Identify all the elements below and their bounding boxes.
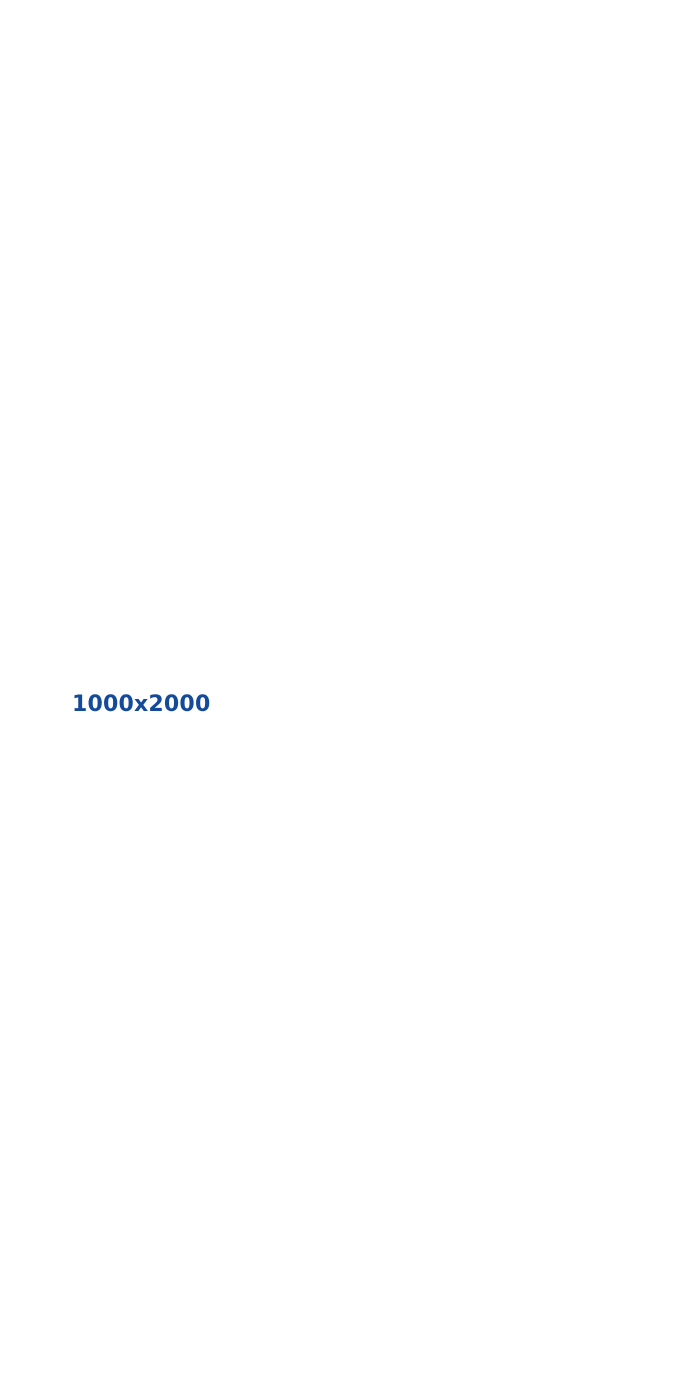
dimensions-label: 1000x2000	[72, 692, 211, 717]
